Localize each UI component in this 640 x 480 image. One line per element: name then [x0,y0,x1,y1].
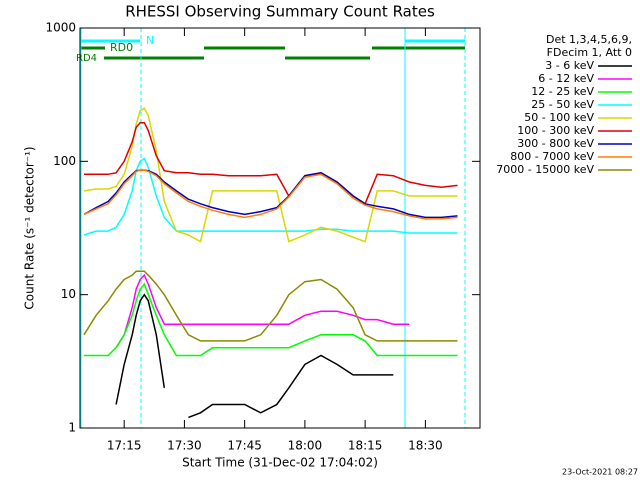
legend-label: 7000 - 15000 keV [496,163,594,176]
x-tick-label: 18:30 [408,439,443,453]
legend-header: FDecim 1, Att 0 [547,46,632,59]
y-tick-label: 100 [53,154,76,168]
legend-label: 25 - 50 keV [531,98,594,111]
x-tick-label: 17:30 [167,439,202,453]
series-line [83,157,458,236]
x-tick-label: 17:15 [107,439,142,453]
y-tick-label: 10 [61,287,76,301]
legend-label: 800 - 7000 keV [510,150,594,163]
flag-bars [80,28,466,428]
x-tick-label: 18:15 [348,439,383,453]
legend-label: 3 - 6 keV [545,59,594,72]
series-line [83,270,458,342]
legend-label: 12 - 25 keV [531,85,594,98]
y-tick-label: 1000 [45,21,76,35]
flag-label: RD4 [76,53,97,64]
x-tick-label: 18:00 [288,439,323,453]
y-tick-label: 1 [68,421,76,435]
series-line [84,121,458,205]
legend-header: Det 1,3,4,5,6,9, [546,33,632,46]
series-line [115,293,394,419]
x-axis-label: Start Time (31-Dec-02 17:04:02) [182,456,378,470]
series-line [83,107,458,243]
series-line [115,273,410,349]
legend-label: 6 - 12 keV [538,72,594,85]
legend-label: 100 - 300 keV [517,124,594,137]
legend-label: 50 - 100 keV [524,111,594,124]
flag-label: RD0 [110,41,133,54]
x-tick-label: 17:45 [227,439,262,453]
series-line [83,169,458,219]
series-line [83,169,458,220]
chart-title: RHESSI Observing Summary Count Rates [125,3,435,21]
series-line [84,282,458,357]
y-axis-label: Count Rate (s⁻¹ detector⁻¹) [23,146,37,309]
plot-frame [79,27,481,429]
flag-label: N [146,34,154,47]
legend-label: 300 - 800 keV [517,137,594,150]
footer: 23-Oct-2021 08:27 [562,468,638,477]
